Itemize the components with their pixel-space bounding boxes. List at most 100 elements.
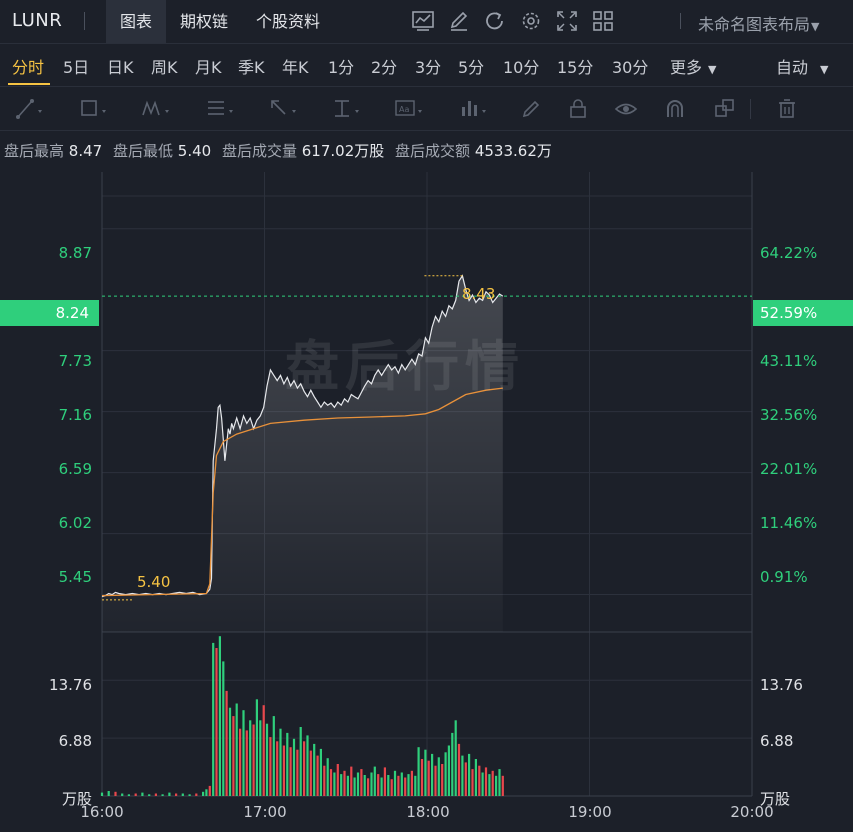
volume-bar xyxy=(252,724,255,796)
volume-bar xyxy=(343,770,346,796)
main-tabs: 图表 期权链 个股资料 xyxy=(106,0,334,43)
arrow-tool-icon[interactable] xyxy=(268,97,298,121)
pen-tool-icon[interactable] xyxy=(518,97,548,121)
high-annotation: 8.43 xyxy=(462,285,496,303)
volume-bar xyxy=(269,737,272,796)
volume-bar xyxy=(363,775,366,796)
volume-bar xyxy=(316,755,319,796)
svg-text:Aa: Aa xyxy=(399,105,409,114)
period-15min[interactable]: 15分 xyxy=(557,58,594,77)
fullscreen-icon[interactable] xyxy=(549,8,585,34)
volume-bar xyxy=(390,779,393,796)
volume-bar xyxy=(404,777,407,796)
volume-bar xyxy=(215,648,218,796)
period-month[interactable]: 月K xyxy=(195,58,222,77)
volume-bar xyxy=(478,765,481,796)
volume-bar xyxy=(121,793,124,796)
volume-tick-label: 13.76 xyxy=(760,676,803,694)
period-week[interactable]: 周K xyxy=(151,58,178,77)
rect-tool-icon[interactable] xyxy=(78,97,108,121)
measure-tool-icon[interactable] xyxy=(331,97,361,121)
last-price-badge: 8.24 xyxy=(0,300,99,326)
period-30min[interactable]: 30分 xyxy=(612,58,649,77)
fib-tool-icon[interactable] xyxy=(205,97,235,121)
bar-tool-icon[interactable] xyxy=(458,97,488,121)
adjust-dropdown[interactable]: 自动 ▼ xyxy=(776,54,828,78)
average-price-line xyxy=(101,387,503,597)
period-5d[interactable]: 5日 xyxy=(63,58,90,77)
period-3min[interactable]: 3分 xyxy=(415,58,442,77)
y-tick-label: 5.45 xyxy=(58,568,92,586)
volume-bar xyxy=(393,770,397,796)
top-bar: LUNR 图表 期权链 个股资料 未命名图表布局▼ xyxy=(0,0,853,44)
volume-bar xyxy=(239,728,242,796)
period-10min[interactable]: 10分 xyxy=(503,58,540,77)
lock-icon[interactable] xyxy=(565,97,595,121)
chevron-down-icon: ▼ xyxy=(811,20,820,33)
volume-bar xyxy=(262,705,265,796)
volume-bar xyxy=(333,772,336,796)
volume-bar xyxy=(279,728,282,796)
volume-bar xyxy=(346,775,349,796)
volume-bar xyxy=(107,791,110,796)
period-quarter[interactable]: 季K xyxy=(238,58,265,77)
tab-chart[interactable]: 图表 xyxy=(106,0,167,43)
trash-icon[interactable] xyxy=(774,97,804,121)
eye-icon[interactable] xyxy=(613,97,643,121)
tab-options-chain[interactable]: 期权链 xyxy=(180,12,229,31)
period-1min[interactable]: 1分 xyxy=(328,58,355,77)
edit-icon[interactable] xyxy=(441,8,477,34)
volume-bar xyxy=(154,793,157,796)
volume-bar xyxy=(336,764,339,796)
volume-bar xyxy=(323,765,326,796)
period-2min[interactable]: 2分 xyxy=(371,58,398,77)
volume-bar xyxy=(488,774,491,796)
volume-bar xyxy=(383,767,386,796)
volume-bar xyxy=(464,762,467,796)
period-bar: 分时 5日 日K 周K 月K 季K 年K 1分 2分 3分 5分 10分 15分… xyxy=(0,44,853,87)
magnet-icon[interactable] xyxy=(662,97,692,121)
pattern-tool-icon[interactable] xyxy=(141,97,171,121)
layout-dropdown[interactable]: 未命名图表布局▼ xyxy=(698,11,819,35)
period-more[interactable]: 更多 ▼ xyxy=(670,54,716,78)
volume-bar xyxy=(259,720,262,796)
adjust-label: 自动 xyxy=(776,58,809,77)
volume-bar xyxy=(410,770,413,796)
period-5min[interactable]: 5分 xyxy=(458,58,485,77)
volume-bar xyxy=(431,753,434,796)
tab-stock-info[interactable]: 个股资料 xyxy=(256,12,321,31)
volume-bar xyxy=(181,793,184,796)
caret-down-icon: ▼ xyxy=(708,63,717,76)
layers-icon[interactable] xyxy=(712,97,742,121)
volume-bar xyxy=(380,777,383,796)
stat-low-label: 盘后最低 xyxy=(112,142,173,160)
volume-bar xyxy=(272,716,275,796)
stat-volume-label: 盘后成交量 xyxy=(221,142,297,160)
volume-bar xyxy=(195,793,198,796)
ticker-symbol[interactable]: LUNR xyxy=(12,10,63,31)
volume-bar xyxy=(134,793,137,796)
low-annotation: 5.40 xyxy=(137,573,171,591)
period-day[interactable]: 日K xyxy=(107,58,134,77)
volume-bar xyxy=(161,794,164,796)
volume-bar xyxy=(289,747,292,796)
volume-bar xyxy=(447,745,450,796)
volume-tick-label: 13.76 xyxy=(49,676,92,694)
period-year[interactable]: 年K xyxy=(282,58,309,77)
period-intraday[interactable]: 分时 xyxy=(12,58,45,77)
refresh-icon[interactable] xyxy=(477,8,513,34)
volume-bar xyxy=(232,716,235,796)
settings-icon[interactable] xyxy=(513,8,549,34)
volume-bar xyxy=(168,792,171,796)
volume-bar xyxy=(353,777,356,796)
volume-bar xyxy=(127,794,130,796)
line-tool-icon[interactable] xyxy=(14,97,44,121)
volume-bar xyxy=(299,727,302,796)
divider xyxy=(750,99,751,119)
volume-bar xyxy=(282,745,285,796)
chart-icon[interactable] xyxy=(405,8,441,34)
volume-bar xyxy=(444,752,447,796)
grid-icon[interactable] xyxy=(585,8,621,34)
volume-bar xyxy=(474,759,477,796)
text-tool-icon[interactable]: Aa xyxy=(394,97,424,121)
